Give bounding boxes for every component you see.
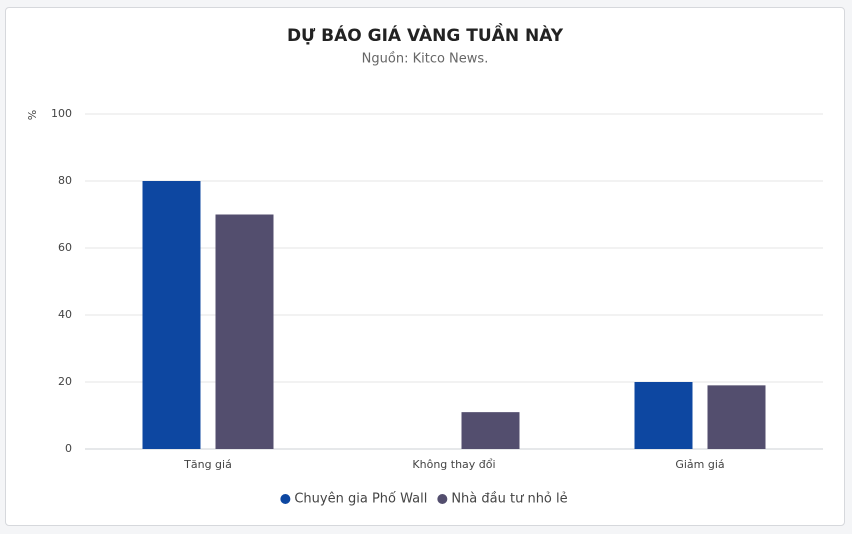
legend-marker — [280, 494, 291, 504]
bar — [634, 382, 693, 449]
bar — [142, 181, 201, 449]
y-tick-label: 60 — [58, 241, 72, 254]
chart-subtitle: Nguồn: Kitco News. — [362, 52, 489, 67]
y-tick-label: 40 — [58, 308, 72, 321]
legend-label: Nhà đầu tư nhỏ lẻ — [451, 492, 567, 507]
bar — [215, 214, 274, 449]
x-tick-label: Giảm giá — [675, 458, 724, 471]
bar — [461, 412, 520, 449]
legend-label: Chuyên gia Phố Wall — [294, 492, 427, 507]
y-tick-label: 80 — [58, 174, 72, 187]
chart-title: DỰ BÁO GIÁ VÀNG TUẦN NÀY — [287, 22, 564, 46]
x-tick-label: Không thay đổi — [412, 458, 495, 471]
legend-marker — [437, 494, 448, 504]
y-tick-label: 0 — [65, 442, 72, 455]
y-tick-label: 20 — [58, 375, 72, 388]
y-axis-label: % — [26, 110, 39, 120]
y-tick-label: 100 — [51, 107, 72, 120]
bar — [707, 385, 766, 449]
x-tick-label: Tăng giá — [183, 458, 232, 471]
